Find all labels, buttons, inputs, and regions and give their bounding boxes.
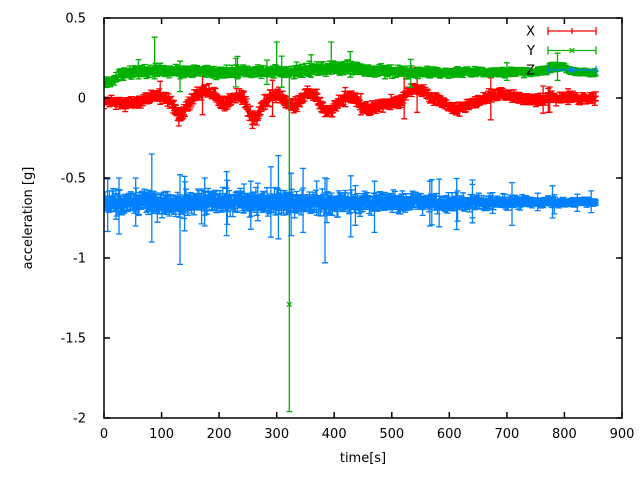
y-axis-label: acceleration [g] <box>21 167 36 270</box>
legend-label-X: X <box>526 25 535 40</box>
y-tick-label: 0.5 <box>65 12 86 27</box>
x-tick-label: 800 <box>552 427 577 442</box>
axis-ticks <box>103 17 623 419</box>
y-tick-label: 0 <box>78 92 86 107</box>
y-tick-labels: 0.5 0 -0.5 -1 -1.5 -2 <box>61 12 86 427</box>
x-tick-label: 600 <box>437 427 462 442</box>
y-tick-label: -0.5 <box>61 172 86 187</box>
legend-sample-Z <box>547 66 597 74</box>
legend-label-Y: Y <box>526 44 535 59</box>
x-tick-label: 200 <box>207 427 232 442</box>
legend-sample-Y <box>547 46 597 55</box>
x-tick-label: 700 <box>494 427 519 442</box>
x-tick-labels: 0 100 200 300 400 500 600 700 800 900 <box>100 427 635 442</box>
x-tick-label: 100 <box>149 427 174 442</box>
x-tick-label: 500 <box>379 427 404 442</box>
plot-border <box>103 17 623 419</box>
x-tick-label: 0 <box>100 427 108 442</box>
x-tick-label: 300 <box>264 427 289 442</box>
legend-sample-X <box>547 27 597 35</box>
legend-label-Z: Z <box>526 64 535 79</box>
x-tick-label: 900 <box>610 427 635 442</box>
tick-marks <box>103 17 623 419</box>
legend-entry-X: X <box>526 25 597 40</box>
x-tick-label: 400 <box>322 427 347 442</box>
x-axis-label: time[s] <box>340 451 386 466</box>
y-tick-label: -1 <box>73 252 86 267</box>
legend-entry-Z: Z <box>526 64 597 79</box>
legend: XYZ <box>526 25 597 79</box>
series-Y <box>103 36 599 413</box>
legend-entry-Y: Y <box>526 44 597 59</box>
data-series-layer <box>103 36 599 413</box>
y-tick-label: -1.5 <box>61 332 86 347</box>
y-tick-label: -2 <box>73 412 86 427</box>
